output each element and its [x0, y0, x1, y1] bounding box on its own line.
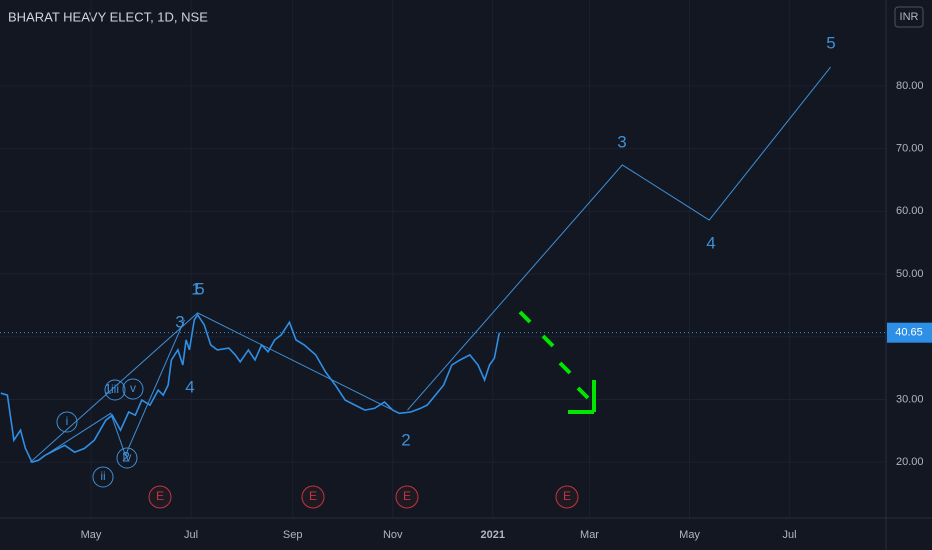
currency-box[interactable]	[894, 6, 924, 28]
wave-label: 3	[175, 312, 184, 331]
earnings-label: E	[156, 489, 164, 503]
wave-line	[407, 66, 831, 411]
x-tick-label: 2021	[481, 529, 505, 541]
earnings-label: E	[403, 489, 411, 503]
y-tick-label: 80.00	[896, 80, 924, 92]
x-tick-label: Sep	[283, 529, 303, 541]
wave-line	[44, 319, 185, 457]
last-price-label: 40.65	[895, 327, 923, 339]
wave-label: 5	[195, 279, 204, 298]
x-tick-label: Nov	[383, 529, 403, 541]
wave-label: 4	[185, 377, 194, 396]
earnings-label: E	[309, 489, 317, 503]
wave-label: 2	[122, 449, 130, 465]
x-tick-label: Jul	[184, 529, 198, 541]
earnings-marker	[555, 485, 579, 509]
x-tick-label: Jul	[783, 529, 797, 541]
last-price-box	[887, 322, 932, 343]
earnings-marker	[148, 485, 172, 509]
earnings-marker	[301, 485, 325, 509]
currency: INR	[900, 11, 919, 23]
circled-label: iii	[111, 382, 119, 396]
chart-title: BHARAT HEAVY ELECT, 1D, NSE	[8, 9, 208, 24]
wave-label: 1	[104, 381, 112, 397]
y-tick-label: 20.00	[896, 456, 924, 468]
wave-label: 5	[826, 33, 835, 52]
earnings-marker	[395, 485, 419, 509]
y-tick-label: 70.00	[896, 143, 924, 155]
wave-label: 3	[617, 132, 626, 151]
wave-line	[29, 312, 393, 463]
wave-circle	[56, 411, 78, 433]
wave-circle	[116, 447, 138, 469]
circled-label: v	[130, 381, 136, 395]
circled-label: i	[66, 414, 69, 428]
wave-circle	[122, 378, 144, 400]
arrow-head	[568, 380, 596, 414]
earnings-label: E	[563, 489, 571, 503]
y-tick-label: 50.00	[896, 268, 924, 280]
arrow-dash	[518, 310, 590, 400]
wave-label: 2	[401, 430, 410, 449]
wave-circle	[92, 466, 114, 488]
x-tick-label: May	[679, 529, 700, 541]
wave-label: 4	[706, 233, 715, 252]
wave-label: 1	[191, 279, 200, 298]
x-tick-label: Mar	[580, 529, 599, 541]
circled-label: iv	[123, 450, 132, 464]
wave-circle	[104, 379, 126, 401]
forecast-arrow	[518, 310, 596, 414]
x-tick-label: May	[81, 529, 102, 541]
y-tick-label: 60.00	[896, 205, 924, 217]
circled-label: ii	[100, 469, 105, 483]
y-tick-label: 30.00	[896, 393, 924, 405]
price-line	[0, 313, 501, 464]
